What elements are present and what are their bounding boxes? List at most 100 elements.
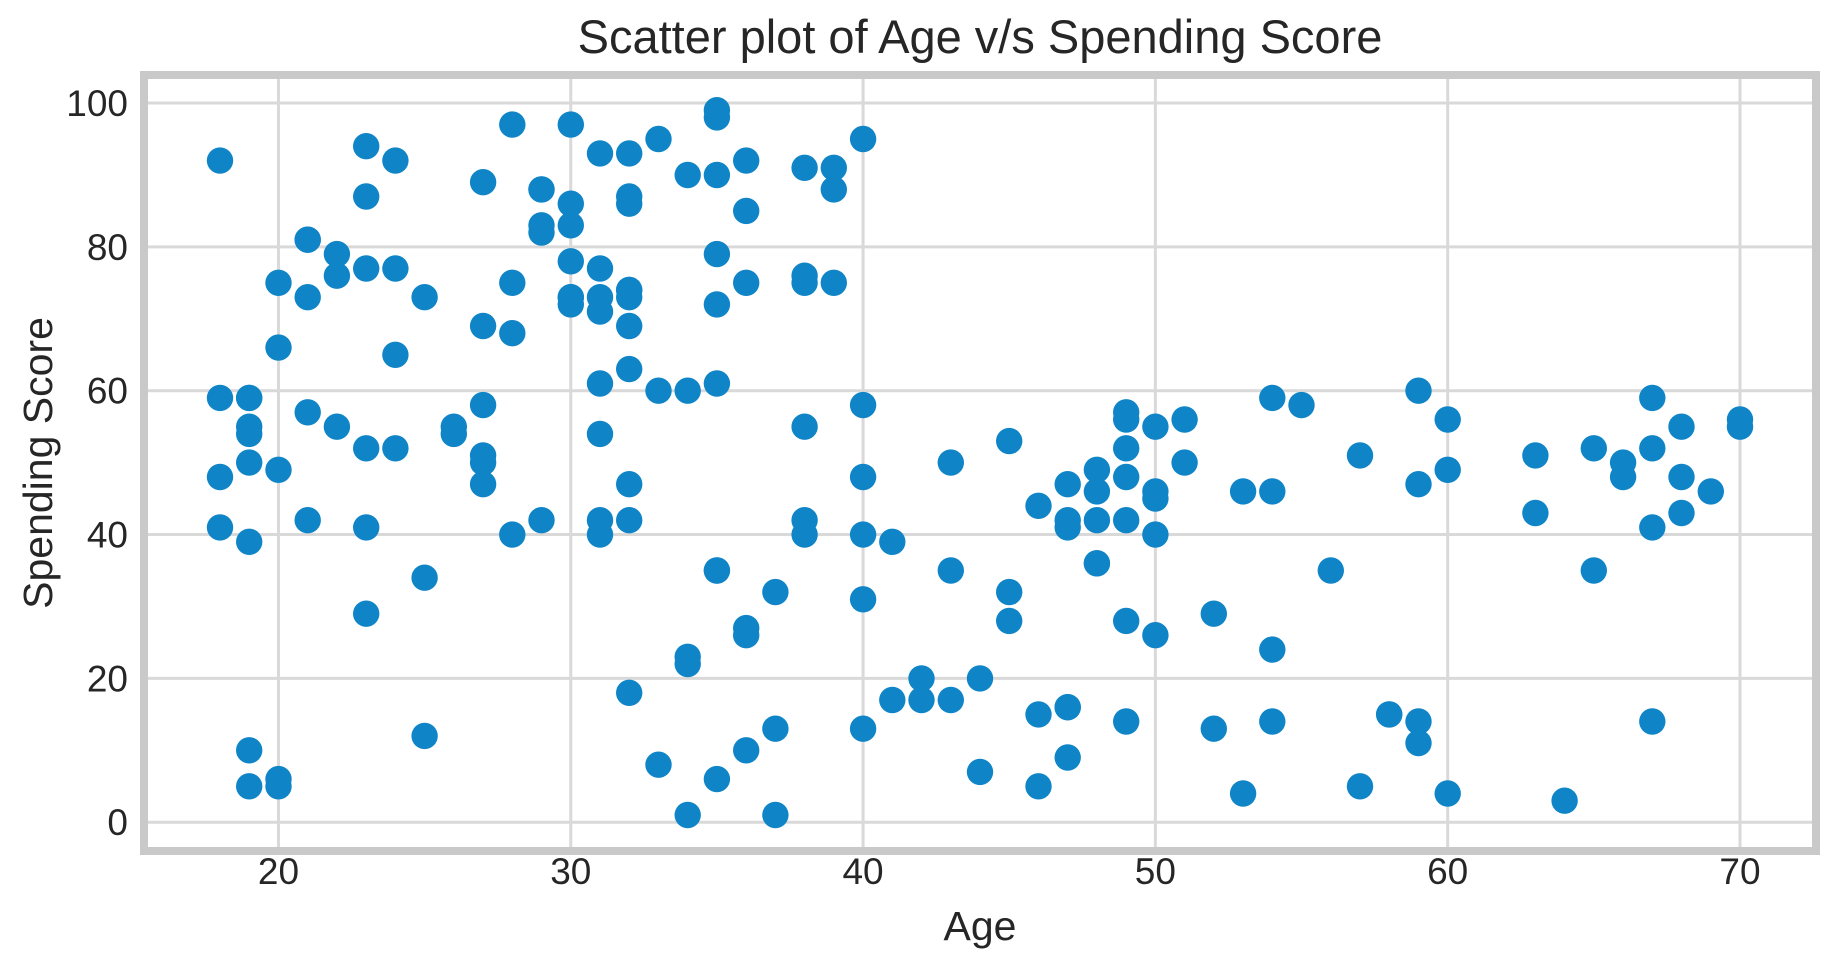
data-point	[1025, 701, 1052, 728]
x-tick-label: 40	[842, 851, 883, 892]
data-point	[236, 528, 263, 555]
data-point	[557, 284, 584, 311]
data-point	[586, 507, 614, 534]
data-point	[265, 334, 292, 361]
y-tick-label: 80	[87, 227, 128, 268]
data-point	[499, 320, 526, 347]
data-point	[1259, 384, 1286, 412]
data-point	[1639, 384, 1666, 412]
data-point	[762, 578, 789, 606]
data-point	[703, 240, 731, 268]
data-point	[762, 801, 789, 829]
data-point	[206, 384, 234, 412]
data-point	[1171, 449, 1198, 476]
data-point	[996, 578, 1023, 606]
data-point	[762, 715, 789, 742]
data-point	[1025, 773, 1052, 800]
data-point	[674, 801, 701, 829]
data-point	[616, 140, 643, 167]
data-point	[353, 435, 380, 462]
data-point	[1639, 514, 1666, 541]
data-point	[1113, 507, 1140, 534]
y-tick-label: 40	[87, 515, 128, 556]
data-point	[1317, 557, 1345, 584]
data-point	[645, 125, 672, 153]
data-point	[1668, 413, 1695, 440]
data-point	[1405, 729, 1432, 757]
data-point	[1288, 391, 1315, 419]
data-point	[353, 183, 380, 210]
data-point	[236, 420, 263, 448]
data-point	[1083, 478, 1111, 505]
data-point	[1083, 456, 1111, 483]
data-point	[1639, 708, 1666, 735]
data-point	[382, 435, 409, 462]
data-point	[703, 370, 731, 397]
y-tick-label: 0	[107, 802, 128, 843]
x-tick-label: 20	[258, 851, 299, 892]
x-tick-label: 30	[550, 851, 591, 892]
data-point	[616, 471, 643, 498]
data-point	[528, 176, 555, 203]
data-point	[206, 147, 234, 174]
data-point	[265, 773, 292, 800]
data-point	[879, 686, 906, 714]
data-point	[849, 125, 877, 153]
data-point	[1434, 780, 1461, 807]
data-point	[265, 269, 292, 296]
data-point	[791, 154, 818, 181]
chart-title: Scatter plot of Age v/s Spending Score	[578, 10, 1383, 63]
data-point	[586, 298, 614, 325]
data-point	[323, 413, 351, 440]
data-point	[674, 377, 701, 404]
data-point	[966, 758, 994, 786]
data-point	[1142, 413, 1169, 440]
data-point	[937, 557, 964, 584]
data-point	[411, 284, 438, 311]
data-point	[382, 255, 409, 282]
data-point	[849, 715, 877, 742]
gridlines	[144, 75, 1816, 851]
data-point	[1580, 557, 1608, 584]
data-point	[703, 557, 731, 584]
data-point	[294, 507, 321, 534]
data-point	[820, 176, 847, 203]
data-point	[849, 463, 877, 491]
data-point	[1259, 478, 1286, 505]
data-point	[733, 197, 760, 225]
data-point	[1200, 715, 1228, 742]
data-point	[1113, 607, 1140, 635]
data-point	[616, 507, 643, 534]
data-point	[382, 341, 409, 368]
data-point	[353, 255, 380, 282]
data-point	[1229, 478, 1257, 505]
data-point	[294, 399, 321, 426]
data-point	[1434, 406, 1461, 433]
data-point	[469, 471, 497, 498]
data-point	[1142, 478, 1169, 505]
data-point	[849, 586, 877, 613]
data-point	[937, 686, 964, 714]
data-points	[206, 97, 1754, 829]
data-point	[353, 514, 380, 541]
data-point	[1580, 435, 1608, 462]
data-point	[1025, 492, 1052, 519]
data-point	[908, 665, 935, 692]
data-point	[1639, 435, 1666, 462]
data-point	[440, 413, 467, 440]
data-point	[908, 686, 935, 714]
plot-border	[140, 71, 1820, 855]
x-tick-label: 70	[1719, 851, 1760, 892]
y-axis-label: Spending Score	[15, 317, 61, 609]
data-point	[557, 190, 584, 217]
data-point	[1259, 708, 1286, 735]
y-tick-label: 100	[66, 83, 128, 124]
data-point	[1171, 406, 1198, 433]
data-point	[1668, 499, 1695, 527]
data-point	[791, 413, 818, 440]
data-point	[236, 384, 263, 412]
data-point	[411, 722, 438, 750]
data-point	[1113, 463, 1140, 491]
data-point	[586, 370, 614, 397]
